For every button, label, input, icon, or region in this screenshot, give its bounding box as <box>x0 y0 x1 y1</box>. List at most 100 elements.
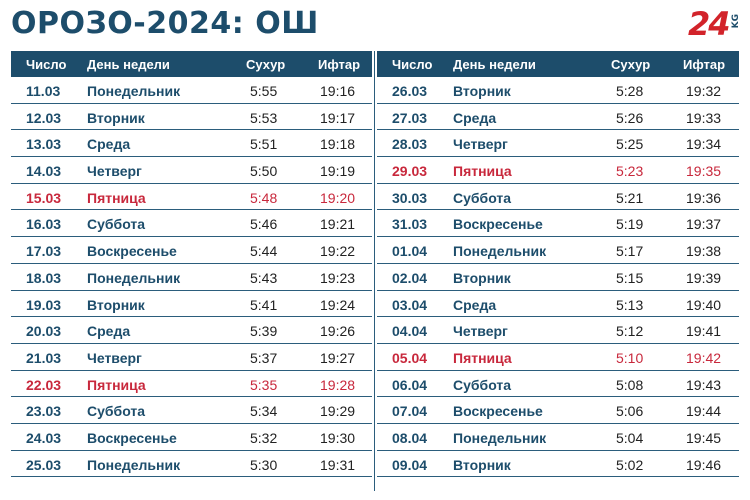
table-row: 21.03 Четверг 5:37 19:27 <box>11 344 372 371</box>
table-row: 16.03 Суббота 5:46 19:21 <box>11 210 372 238</box>
suhur-cell: 5:19 <box>616 216 644 233</box>
iftar-cell: 19:24 <box>320 296 356 313</box>
table-row: 27.03 Среда 5:26 19:33 <box>377 104 739 131</box>
suhur-cell: 5:51 <box>250 136 278 153</box>
day-cell: Пятница <box>87 376 146 393</box>
iftar-cell: 19:16 <box>320 83 356 99</box>
table-row: 05.04 Пятница 5:10 19:42 <box>377 344 739 371</box>
date-cell: 26.03 <box>392 83 428 99</box>
logo-number: 24 <box>688 5 731 43</box>
suhur-cell: 5:12 <box>616 323 644 340</box>
day-cell: Понедельник <box>87 269 181 286</box>
date-cell: 02.04 <box>392 269 428 286</box>
table-row: 04.04 Четверг 5:12 19:41 <box>377 317 739 344</box>
iftar-cell: 19:46 <box>686 456 722 473</box>
iftar-cell: 19:42 <box>686 349 722 366</box>
date-cell: 20.03 <box>26 323 62 340</box>
table-row: 30.03 Суббота 5:21 19:36 <box>377 184 739 211</box>
suhur-cell: 5:17 <box>616 243 644 260</box>
date-cell: 22.03 <box>26 376 62 393</box>
iftar-cell: 19:20 <box>320 189 356 206</box>
date-cell: 13.03 <box>26 136 62 153</box>
date-cell: 04.04 <box>392 323 428 340</box>
iftar-cell: 19:32 <box>686 83 722 99</box>
date-cell: 19.03 <box>26 296 62 313</box>
table-row: 09.04 Вторник 5:02 19:46 <box>377 451 739 478</box>
suhur-cell: 5:21 <box>616 189 644 206</box>
table-row: 26.03 Вторник 5:28 19:32 <box>377 77 739 104</box>
table-row: 12.03 Вторник 5:53 19:17 <box>11 104 372 131</box>
day-cell: Понедельник <box>453 243 547 260</box>
iftar-cell: 19:44 <box>686 403 722 420</box>
day-cell: Вторник <box>453 269 511 286</box>
iftar-cell: 19:35 <box>686 163 722 180</box>
date-cell: 17.03 <box>26 243 62 260</box>
table-row: 28.03 Четверг 5:25 19:34 <box>377 130 739 158</box>
table-row: 06.04 Суббота 5:08 19:43 <box>377 371 739 398</box>
iftar-cell: 19:43 <box>686 376 722 393</box>
day-cell: Вторник <box>453 456 511 473</box>
table-header: Число День недели Сухур Ифтар <box>377 51 739 77</box>
day-cell: Суббота <box>453 376 512 393</box>
day-cell: Вторник <box>87 109 145 126</box>
header-suhur: Сухур <box>246 57 286 72</box>
day-cell: Четверг <box>453 323 508 340</box>
day-cell: Суббота <box>87 403 146 420</box>
iftar-cell: 19:21 <box>320 216 356 233</box>
suhur-cell: 5:55 <box>250 83 278 99</box>
day-cell: Среда <box>87 323 131 340</box>
date-cell: 14.03 <box>26 163 62 180</box>
iftar-cell: 19:36 <box>686 189 722 206</box>
suhur-cell: 5:43 <box>250 269 278 286</box>
iftar-cell: 19:28 <box>320 376 356 393</box>
table-body: 11.03 Понедельник 5:55 19:16 12.03 Вторник 5:5… <box>11 77 372 478</box>
suhur-cell: 5:02 <box>616 456 644 473</box>
table-row: 08.04 Понедельник 5:04 19:45 <box>377 424 739 451</box>
day-cell: Суббота <box>87 216 146 233</box>
suhur-cell: 5:08 <box>616 376 644 393</box>
suhur-cell: 5:23 <box>616 163 644 180</box>
logo-suffix: KG <box>731 14 741 29</box>
table-header: Число День недели Сухур Ифтар <box>11 51 372 77</box>
table-row: 19.03 Вторник 5:41 19:24 <box>11 291 372 318</box>
date-cell: 16.03 <box>26 216 62 233</box>
table-body: 26.03 Вторник 5:28 19:32 27.03 Среда 5:26 19:33… <box>377 77 739 478</box>
day-cell: Вторник <box>453 83 511 99</box>
suhur-cell: 5:13 <box>616 296 644 313</box>
iftar-cell: 19:27 <box>320 349 356 366</box>
day-cell: Понедельник <box>87 456 181 473</box>
suhur-cell: 5:53 <box>250 109 278 126</box>
table-row: 03.04 Среда 5:13 19:40 <box>377 291 739 318</box>
iftar-cell: 19:31 <box>320 456 356 473</box>
suhur-cell: 5:37 <box>250 349 278 366</box>
suhur-cell: 5:04 <box>616 429 644 446</box>
day-cell: Воскресенье <box>87 429 177 446</box>
table-row: 29.03 Пятница 5:23 19:35 <box>377 157 739 184</box>
table-row: 02.04 Вторник 5:15 19:39 <box>377 264 739 291</box>
date-cell: 29.03 <box>392 163 428 180</box>
day-cell: Пятница <box>87 189 146 206</box>
date-cell: 23.03 <box>26 403 62 420</box>
iftar-cell: 19:23 <box>320 269 356 286</box>
day-cell: Вторник <box>87 296 145 313</box>
day-cell: Среда <box>453 109 497 126</box>
date-cell: 09.04 <box>392 456 428 473</box>
table-row: 22.03 Пятница 5:35 19:28 <box>11 371 372 398</box>
date-cell: 11.03 <box>26 83 61 99</box>
schedule-table-left: Число День недели Сухур Ифтар 11.03 Понед… <box>11 51 372 478</box>
day-cell: Четверг <box>453 136 508 153</box>
suhur-cell: 5:48 <box>250 189 278 206</box>
iftar-cell: 19:40 <box>686 296 722 313</box>
day-cell: Пятница <box>453 349 512 366</box>
table-divider <box>374 51 375 491</box>
day-cell: Воскресенье <box>453 403 543 420</box>
iftar-cell: 19:33 <box>686 109 722 126</box>
iftar-cell: 19:34 <box>686 136 722 153</box>
day-cell: Воскресенье <box>453 216 543 233</box>
date-cell: 08.04 <box>392 429 428 446</box>
suhur-cell: 5:44 <box>250 243 278 260</box>
header-day: День недели <box>453 57 536 72</box>
suhur-cell: 5:26 <box>616 109 644 126</box>
iftar-cell: 19:41 <box>686 323 722 340</box>
iftar-cell: 19:18 <box>320 136 356 153</box>
